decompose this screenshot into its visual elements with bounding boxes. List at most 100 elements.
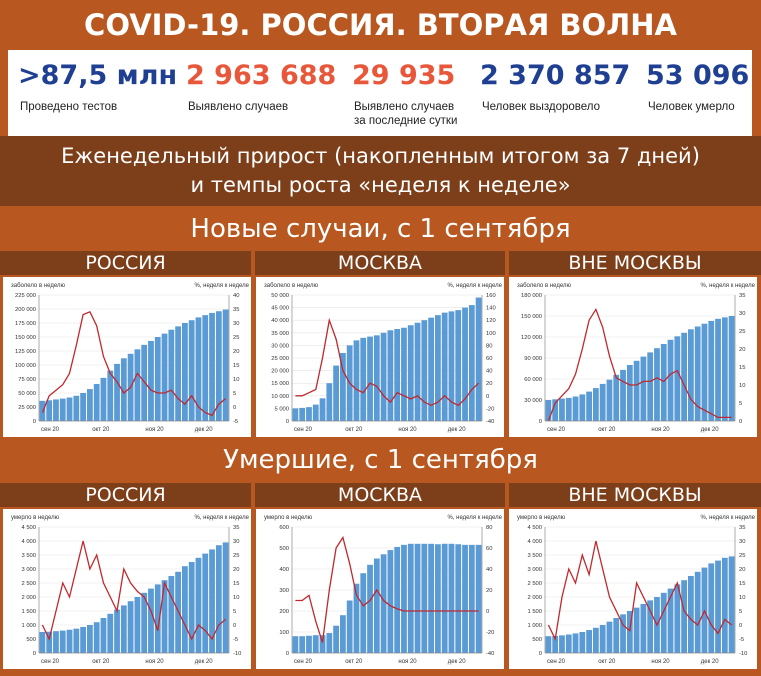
subtitle-band: Еженедельный прирост (накопленным итогом…	[0, 136, 761, 206]
bar	[46, 631, 53, 653]
section-title-cases: Новые случаи, с 1 сентября	[0, 210, 761, 248]
right-tick-label: -10	[233, 651, 241, 657]
x-tick-label: окт 20	[92, 659, 110, 665]
left-tick-label: 25 000	[271, 356, 289, 362]
stat-value: >87,5 млн	[18, 60, 178, 91]
right-tick-label: 0	[739, 419, 742, 425]
left-tick-label: 25 000	[18, 405, 36, 411]
right-tick-label: 10	[233, 595, 239, 601]
right-tick-label: 100	[486, 331, 496, 337]
bar	[654, 348, 660, 421]
left-tick-label: 10 000	[271, 394, 289, 400]
bar	[319, 635, 326, 653]
bar	[202, 315, 209, 421]
right-tick-label: 0	[233, 405, 236, 411]
right-tick-label: 40	[233, 293, 239, 299]
bar	[114, 609, 120, 653]
left-tick-label: 4 000	[527, 539, 542, 545]
bar	[606, 379, 613, 421]
bar	[613, 374, 620, 421]
chart-deaths-russia: умерло в неделю %, неделя к неделе 4 500 4 …	[11, 515, 250, 665]
bar	[312, 404, 319, 421]
bar	[46, 400, 53, 421]
bar	[59, 630, 66, 653]
left-tick-label: 500	[532, 637, 542, 643]
x-tick-label: сен 20	[41, 427, 60, 433]
bar	[168, 576, 175, 653]
right-tick-label: 20	[486, 588, 492, 594]
bar	[715, 560, 721, 653]
left-tick-label: 50 000	[271, 293, 289, 299]
bar	[394, 329, 401, 421]
x-tick-label: дек 20	[448, 659, 466, 665]
bar	[421, 543, 428, 653]
bar	[215, 311, 222, 421]
left-tick-label: 1 000	[527, 623, 542, 629]
bar	[545, 636, 552, 653]
bar	[455, 544, 462, 653]
bar	[728, 316, 735, 421]
x-tick-label: сен 20	[547, 427, 566, 433]
left-tick-label: 400	[279, 567, 289, 573]
right-axis-label: %, неделя к неделе	[447, 283, 502, 289]
right-tick-label: 30	[233, 539, 239, 545]
stats-panel: >87,5 млн Проведено тестов 2 963 688 Выя…	[8, 50, 752, 136]
right-tick-label: 5	[739, 609, 742, 615]
bar	[593, 627, 599, 653]
bar	[660, 592, 667, 653]
bar	[593, 388, 599, 421]
left-tick-label: 2 000	[21, 595, 36, 601]
stat-value: 29 935	[352, 60, 456, 91]
subtitle-line-2: и темпы роста «неделя к неделе»	[190, 173, 571, 197]
left-tick-label: 60 000	[524, 377, 542, 383]
bar	[559, 635, 565, 653]
bar	[114, 363, 120, 421]
bar	[209, 549, 215, 653]
left-tick-label: 0	[286, 651, 289, 657]
right-tick-label: 140	[486, 306, 496, 312]
x-tick-label: дек 20	[448, 427, 466, 433]
bar	[552, 399, 559, 421]
left-tick-label: 175 000	[15, 321, 36, 327]
bar	[100, 377, 107, 421]
left-tick-label: 75 000	[18, 377, 36, 383]
bar	[579, 394, 586, 421]
bar	[694, 571, 701, 653]
right-tick-label: 25	[233, 335, 239, 341]
bar	[647, 352, 654, 421]
bar	[141, 592, 148, 653]
right-axis-label: %, неделя к неделе	[194, 515, 249, 521]
trend-line	[295, 535, 479, 643]
trend-line	[295, 317, 480, 407]
bar	[340, 352, 346, 421]
bar	[565, 397, 572, 421]
left-tick-label: 4 500	[527, 525, 542, 531]
bar	[195, 317, 202, 421]
bar	[688, 329, 694, 421]
bar	[154, 584, 161, 653]
left-tick-label: 500	[279, 546, 289, 552]
region-header-russia: РОССИЯ	[0, 483, 251, 507]
trend-line	[547, 307, 732, 422]
bar	[202, 553, 209, 653]
bar	[333, 365, 339, 421]
right-tick-label: 40	[486, 369, 492, 375]
chart-cases-russia: заболело в неделю %, неделя к неделе 225 0…	[11, 283, 250, 433]
right-tick-label: -20	[486, 630, 494, 636]
right-tick-label: 0	[739, 623, 742, 629]
right-tick-label: 15	[233, 363, 239, 369]
right-tick-label: 10	[739, 383, 745, 389]
bar	[148, 588, 154, 653]
bar	[633, 607, 640, 653]
trend-line	[41, 540, 227, 641]
bar	[681, 332, 687, 421]
bar	[441, 312, 448, 421]
right-tick-label: 20	[233, 349, 239, 355]
bar	[407, 325, 414, 421]
left-tick-label: 1 500	[527, 609, 542, 615]
right-tick-label: 60	[486, 546, 492, 552]
subtitle-line-1: Еженедельный прирост (накопленным итогом…	[61, 144, 700, 168]
right-tick-label: 160	[486, 293, 496, 299]
bar	[168, 329, 175, 421]
right-tick-label: 25	[233, 553, 239, 559]
